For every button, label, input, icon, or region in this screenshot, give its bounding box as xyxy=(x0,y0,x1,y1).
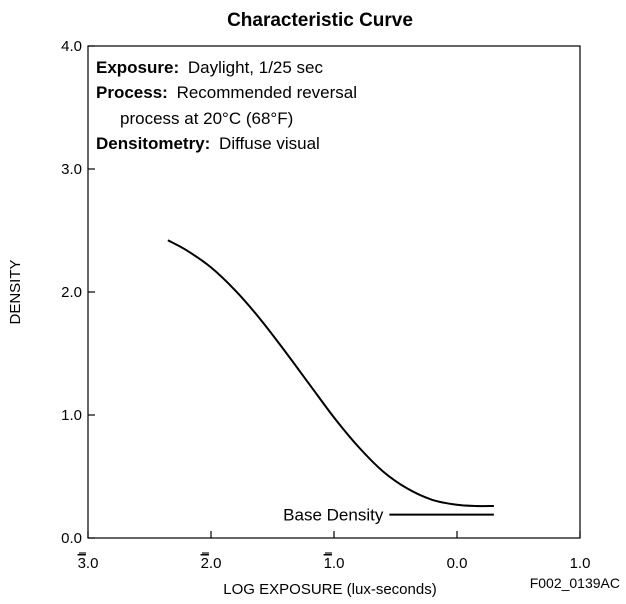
x-tick-label: 1.0 xyxy=(570,555,591,572)
density-curve xyxy=(167,239,494,508)
x-tick-rest: .0 xyxy=(209,555,222,572)
y-tick-label: 2.0 xyxy=(61,284,82,301)
x-tick-label: 0.0 xyxy=(447,555,468,572)
x-tick-bar-digit: 2 xyxy=(201,555,209,572)
y-tick-label: 4.0 xyxy=(61,38,82,55)
base-density-label: Base Density xyxy=(283,506,384,525)
chart-title: Characteristic Curve xyxy=(227,10,413,31)
conditions-note: Exposure: Daylight, 1/25 sec Process: Re… xyxy=(96,58,357,153)
note-exposure-value: Daylight, 1/25 sec xyxy=(188,58,324,77)
y-tick-label: 3.0 xyxy=(61,161,82,178)
note-process-value: Recommended reversal xyxy=(177,83,357,102)
figure-id: F002_0139AC xyxy=(530,575,620,591)
note-densitometry-key: Densitometry: xyxy=(96,134,210,153)
x-tick-bar-digit: 1 xyxy=(324,555,332,572)
y-axis-ticks: 0.0 1.0 2.0 3.0 4.0 xyxy=(61,38,95,547)
y-tick-label: 0.0 xyxy=(61,530,82,547)
note-exposure-key: Exposure: xyxy=(96,58,179,77)
note-exposure: Exposure: Daylight, 1/25 sec xyxy=(96,58,324,77)
y-tick-label: 1.0 xyxy=(61,407,82,424)
x-tick-label: 3.0 xyxy=(78,555,99,572)
x-tick-rest: 0.0 xyxy=(447,555,468,572)
note-densitometry-value: Diffuse visual xyxy=(219,134,320,153)
x-tick-label: 1.0 xyxy=(324,555,345,572)
x-tick-rest: 1.0 xyxy=(570,555,591,572)
y-axis-label: DENSITY xyxy=(7,259,24,324)
x-tick-rest: .0 xyxy=(86,555,99,572)
note-process-cont: process at 20°C (68°F) xyxy=(120,109,293,128)
x-tick-label: 2.0 xyxy=(201,555,222,572)
x-axis-ticks: 3.0 2.0 1.0 0.0 1.0 xyxy=(78,531,591,572)
x-tick-rest: .0 xyxy=(332,555,345,572)
note-process: Process: Recommended reversal xyxy=(96,83,357,102)
note-process-key: Process: xyxy=(96,83,168,102)
x-axis-label: LOG EXPOSURE (lux-seconds) xyxy=(223,581,436,598)
note-densitometry: Densitometry: Diffuse visual xyxy=(96,134,320,153)
x-tick-bar-digit: 3 xyxy=(78,555,86,572)
